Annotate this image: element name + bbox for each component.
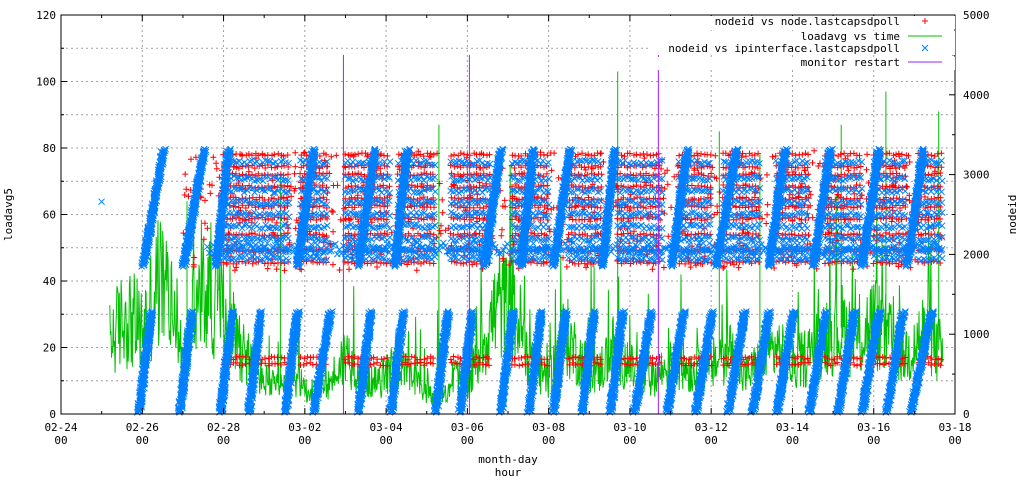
x-tick-label: 03-16: [857, 421, 890, 434]
y-tick-label: 100: [36, 76, 56, 89]
y-tick-label: 20: [43, 342, 56, 355]
x-tick-label: 00: [542, 434, 555, 447]
y2-tick-label: 2000: [963, 248, 990, 261]
legend-label: nodeid vs ipinterface.lastcapsdpoll: [668, 42, 900, 55]
x-tick-label: 03-04: [370, 421, 403, 434]
x-tick-label: 02-24: [44, 421, 77, 434]
x-tick-label: 00: [136, 434, 149, 447]
x-tick-label: 03-06: [451, 421, 484, 434]
y-tick-label: 120: [36, 9, 56, 22]
x-tick-label: 03-02: [288, 421, 321, 434]
x-tick-label: 00: [623, 434, 636, 447]
x-axis-title-line1: month-day: [478, 453, 538, 466]
legend-bg: [650, 31, 955, 44]
y2-tick-label: 4000: [963, 89, 990, 102]
x-tick-label: 00: [217, 434, 230, 447]
x-tick-label: 02-26: [126, 421, 159, 434]
legend-label: nodeid vs node.lastcapsdpoll: [715, 15, 900, 28]
tick-layer: 02-240002-260002-280003-020003-040003-06…: [36, 9, 989, 447]
x-tick-label: 03-12: [695, 421, 728, 434]
y-tick-label: 60: [43, 209, 56, 222]
y2-tick-label: 3000: [963, 169, 990, 182]
x-tick-label: 03-08: [532, 421, 565, 434]
legend-bg: [650, 16, 955, 29]
x-tick-label: 00: [705, 434, 718, 447]
y2-axis-title: nodeid: [1006, 195, 1019, 235]
ipinterface-lastcapsdpoll-markers: [133, 145, 946, 416]
y-tick-label: 0: [49, 408, 56, 421]
legend-label: loadavg vs time: [801, 30, 900, 43]
legend-label: monitor restart: [801, 56, 900, 69]
legend-bg: [650, 42, 955, 55]
y-axis-title: loadavg5: [2, 188, 15, 241]
x-tick-label: 00: [54, 434, 67, 447]
x-tick-label: 02-28: [207, 421, 240, 434]
x-tick-label: 00: [948, 434, 961, 447]
y2-tick-label: 0: [963, 408, 970, 421]
x-tick-label: 00: [461, 434, 474, 447]
data-layer: [98, 54, 946, 416]
x-tick-label: 00: [867, 434, 880, 447]
legend-bg: [650, 57, 955, 70]
ipinterface-outlier-marker: [98, 198, 105, 206]
legend-symbol: [921, 44, 929, 52]
x-tick-label: 03-18: [938, 421, 971, 434]
y2-tick-label: 1000: [963, 328, 990, 341]
legend-symbol: [922, 18, 928, 24]
x-axis-title-line2: hour: [495, 466, 522, 479]
x-tick-label: 00: [298, 434, 311, 447]
y-tick-label: 80: [43, 142, 56, 155]
x-tick-label: 00: [786, 434, 799, 447]
legend: nodeid vs node.lastcapsdpoll loadavg vs t…: [650, 15, 955, 70]
x-tick-label: 03-10: [613, 421, 646, 434]
x-tick-label: 03-14: [776, 421, 809, 434]
x-tick-label: 00: [379, 434, 392, 447]
y-tick-label: 40: [43, 275, 56, 288]
y2-tick-label: 5000: [963, 9, 990, 22]
